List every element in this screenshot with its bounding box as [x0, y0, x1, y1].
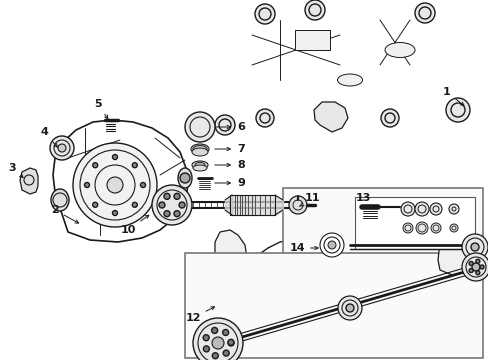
Ellipse shape: [191, 144, 208, 154]
Text: 5: 5: [94, 99, 108, 119]
Text: 14: 14: [289, 243, 318, 253]
Circle shape: [132, 163, 137, 168]
Circle shape: [163, 193, 170, 199]
Circle shape: [319, 233, 343, 257]
Circle shape: [163, 211, 170, 217]
Circle shape: [223, 350, 229, 356]
Circle shape: [184, 112, 215, 142]
Circle shape: [152, 185, 192, 225]
Circle shape: [73, 143, 157, 227]
Circle shape: [212, 337, 224, 349]
Circle shape: [227, 339, 233, 345]
Circle shape: [203, 335, 209, 341]
Polygon shape: [20, 168, 38, 194]
Bar: [283, 188, 482, 278]
Circle shape: [140, 183, 145, 188]
Circle shape: [430, 223, 440, 233]
Circle shape: [475, 259, 479, 263]
Circle shape: [461, 234, 487, 260]
Text: 1: 1: [442, 87, 463, 105]
Ellipse shape: [384, 42, 414, 58]
Circle shape: [58, 144, 66, 152]
Circle shape: [222, 329, 228, 336]
Circle shape: [448, 204, 458, 214]
Circle shape: [179, 202, 184, 208]
Polygon shape: [313, 102, 347, 132]
Ellipse shape: [51, 189, 69, 211]
Circle shape: [471, 263, 479, 271]
Circle shape: [256, 109, 273, 127]
Ellipse shape: [193, 145, 206, 153]
Circle shape: [211, 328, 217, 333]
Circle shape: [327, 241, 335, 249]
Circle shape: [159, 202, 164, 208]
Circle shape: [346, 304, 353, 312]
Text: 2: 2: [51, 205, 79, 223]
Circle shape: [203, 346, 209, 352]
Text: 7: 7: [214, 144, 244, 154]
Ellipse shape: [337, 74, 362, 86]
Circle shape: [50, 136, 74, 160]
Circle shape: [380, 109, 398, 127]
Text: 10: 10: [120, 215, 148, 235]
Circle shape: [215, 115, 235, 135]
Circle shape: [415, 222, 427, 234]
Circle shape: [132, 202, 137, 207]
Text: 11: 11: [299, 193, 320, 206]
Ellipse shape: [192, 161, 207, 169]
Circle shape: [468, 261, 472, 265]
Bar: [184, 253, 482, 358]
Text: 9: 9: [214, 178, 244, 188]
Circle shape: [254, 4, 274, 24]
Circle shape: [193, 318, 243, 360]
Polygon shape: [437, 228, 474, 275]
Bar: [354, 197, 474, 249]
Circle shape: [112, 154, 117, 159]
Ellipse shape: [195, 162, 204, 167]
Circle shape: [305, 0, 325, 20]
Circle shape: [93, 163, 98, 168]
Polygon shape: [229, 222, 471, 355]
Text: 3: 3: [8, 163, 23, 177]
Circle shape: [429, 203, 441, 215]
Circle shape: [212, 353, 218, 359]
Circle shape: [337, 296, 361, 320]
Circle shape: [112, 211, 117, 216]
Circle shape: [449, 224, 457, 232]
Circle shape: [93, 202, 98, 207]
Circle shape: [84, 183, 89, 188]
Circle shape: [227, 340, 234, 346]
Text: 6: 6: [215, 122, 244, 132]
Text: 8: 8: [214, 160, 244, 170]
Ellipse shape: [193, 165, 206, 171]
Ellipse shape: [178, 168, 192, 188]
Circle shape: [445, 98, 469, 122]
Circle shape: [174, 193, 180, 199]
Bar: [294, 30, 329, 50]
Circle shape: [288, 196, 306, 214]
Circle shape: [461, 253, 488, 281]
Ellipse shape: [192, 148, 207, 156]
Text: 4: 4: [40, 127, 57, 147]
Circle shape: [479, 265, 483, 269]
Circle shape: [174, 211, 180, 217]
Polygon shape: [53, 120, 187, 242]
Polygon shape: [215, 230, 247, 348]
Circle shape: [470, 243, 478, 251]
Circle shape: [107, 177, 123, 193]
Circle shape: [180, 173, 190, 183]
Circle shape: [402, 223, 412, 233]
Circle shape: [475, 271, 479, 275]
Circle shape: [400, 202, 414, 216]
Circle shape: [468, 269, 472, 273]
Circle shape: [414, 202, 428, 216]
Text: 13: 13: [355, 193, 370, 203]
Circle shape: [414, 3, 434, 23]
Text: 12: 12: [185, 307, 214, 323]
